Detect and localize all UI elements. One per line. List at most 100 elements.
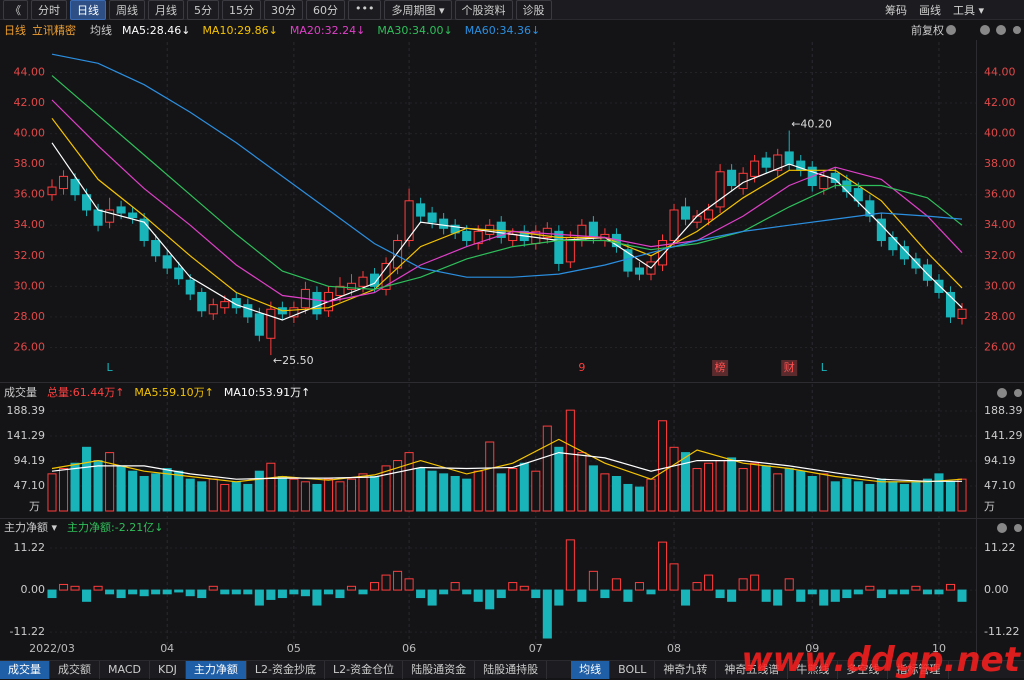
candle-body	[151, 240, 161, 257]
period-button[interactable]: 5分	[187, 0, 219, 20]
candle-body	[819, 175, 829, 190]
volume-bar	[197, 481, 207, 512]
period-button[interactable]: 月线	[148, 0, 184, 20]
x-tick-label: 08	[667, 642, 681, 655]
net-flow-bar	[634, 582, 644, 591]
pane-header: MA5:59.10万↑	[134, 386, 213, 399]
y-tick-label: -11.22	[984, 625, 1019, 638]
adjust[interactable]: 前复权	[911, 24, 944, 37]
settings-icon[interactable]	[1013, 26, 1021, 34]
volume-bar	[611, 476, 621, 512]
period-button[interactable]: 周线	[109, 0, 145, 20]
net-flow-bar	[830, 589, 840, 602]
indicator-tab[interactable]: 陆股通资金	[403, 660, 476, 679]
settings-icon[interactable]	[1014, 389, 1022, 397]
pane-header: 主力净额 ▾	[4, 520, 57, 534]
net-flow-bar	[922, 589, 932, 595]
period-button[interactable]: 个股资料	[454, 0, 513, 20]
close-icon[interactable]	[997, 523, 1007, 533]
period-button[interactable]: 日线	[70, 0, 106, 20]
candle-body	[139, 218, 149, 242]
indicator-tab[interactable]: BOLL	[610, 660, 656, 679]
y-tick-label: 36.00	[984, 188, 1016, 201]
volume-bar	[346, 478, 357, 512]
zoom-out-icon[interactable]	[946, 25, 956, 35]
volume-bar	[370, 476, 380, 512]
indicator-tab[interactable]: 神奇九转	[655, 660, 717, 679]
indicator-tab[interactable]: 主力净额	[185, 660, 247, 679]
net-flow-bar	[519, 585, 529, 591]
settings-icon[interactable]	[1014, 524, 1022, 532]
x-tick-label: 09	[805, 642, 819, 655]
volume-bar	[277, 476, 287, 512]
tool-button[interactable]: 工具 ▾	[952, 3, 984, 17]
net-flow-bar	[945, 583, 956, 591]
indicator-tab[interactable]: MACD	[100, 660, 150, 679]
y-tick-label: 11.22	[984, 541, 1016, 554]
tool-button[interactable]: 画线	[918, 3, 941, 17]
period-button[interactable]: •••	[348, 0, 382, 20]
annotation: ←40.20	[791, 118, 832, 131]
volume-bar	[945, 481, 956, 512]
volume-bar	[888, 481, 898, 512]
volume-bar	[565, 409, 575, 512]
indicator-tab[interactable]: 成交额	[50, 660, 100, 679]
candle-body	[934, 279, 944, 293]
net-flow-bar	[934, 589, 944, 595]
indicator-tab[interactable]: L2-资金仓位	[325, 660, 404, 679]
candle-body	[105, 209, 115, 223]
net-flow-bar	[370, 582, 380, 591]
volume-bar	[715, 460, 725, 512]
indicator-tab[interactable]: 多空线	[838, 660, 889, 679]
volume-bar	[220, 483, 230, 512]
indicator-tab[interactable]: 均线	[571, 660, 611, 679]
indicator-tab[interactable]: 成交量	[0, 660, 50, 679]
y-tick-label: 141.29	[984, 429, 1023, 442]
period-button[interactable]: 15分	[222, 0, 261, 20]
legend-entry: MA10:29.86↓	[202, 23, 278, 37]
net-flow-bar	[681, 589, 691, 606]
net-flow-bar	[162, 589, 172, 595]
candle-body	[911, 258, 921, 269]
y-tick-label: 0.00	[984, 583, 1009, 596]
indicator-tab[interactable]: 指标管理	[888, 660, 950, 679]
period-button[interactable]: 《	[3, 0, 28, 20]
period-button[interactable]: 60分	[306, 0, 345, 20]
ma-line	[51, 75, 963, 291]
close-icon[interactable]	[997, 388, 1007, 398]
tool-button[interactable]: 筹码	[884, 3, 907, 17]
net-flow-bar	[70, 585, 80, 591]
volume-bar	[231, 481, 241, 512]
indicator-tab[interactable]: KDJ	[150, 660, 186, 679]
y-tick-label: 188.39	[7, 404, 46, 417]
net-flow-bar	[116, 589, 126, 599]
volume-bar	[393, 460, 403, 512]
indicator-tab[interactable]: 牛熊线	[788, 660, 839, 679]
add-icon[interactable]	[996, 25, 1006, 35]
marker-bg	[781, 360, 798, 376]
pane-header: 总量:61.44万↑	[47, 385, 124, 399]
candle-body	[312, 291, 322, 315]
net-flow-bar	[439, 589, 449, 595]
candle-body	[58, 175, 69, 190]
period-button[interactable]: 诊股	[515, 0, 552, 20]
indicator-tab[interactable]: 陆股通持股	[475, 660, 548, 679]
candle-body	[162, 255, 172, 269]
net-flow-bar	[600, 589, 610, 599]
volume-bar	[416, 468, 426, 512]
y-tick-label: 30.00	[984, 279, 1016, 292]
zoom-in-icon[interactable]	[980, 25, 990, 35]
net-flow-bar	[588, 570, 598, 591]
candle-body	[681, 206, 691, 220]
period-button[interactable]: 分时	[31, 0, 67, 20]
net-flow-bar	[93, 585, 103, 591]
pane-divider	[0, 518, 1024, 519]
indicator-tab[interactable]: 神奇五线谱	[716, 660, 789, 679]
x-tick-label: 06	[402, 642, 416, 655]
indicator-tab[interactable]: L2-资金抄底	[247, 660, 326, 679]
volume-bar	[116, 465, 126, 512]
period-button[interactable]: 多周期图 ▾	[384, 0, 452, 20]
period-button[interactable]: 30分	[264, 0, 303, 20]
pane-header: 成交量	[4, 385, 37, 399]
